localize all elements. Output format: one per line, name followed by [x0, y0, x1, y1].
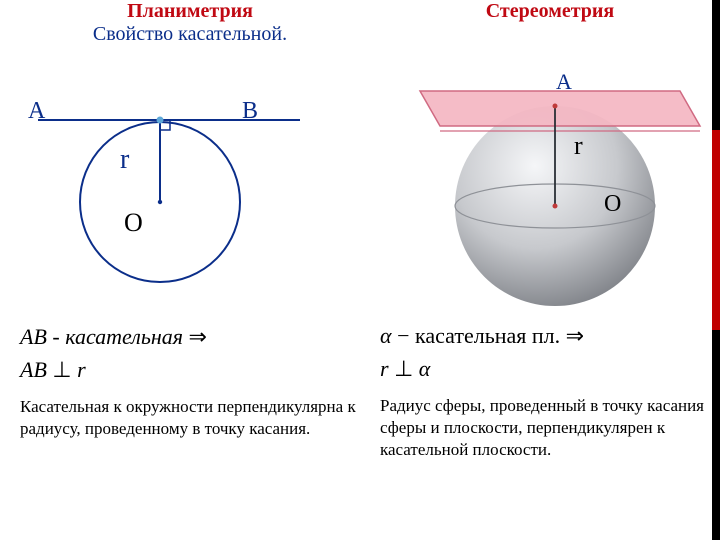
left-math2-l: АВ [20, 357, 47, 382]
left-title: Планиметрия [20, 0, 360, 23]
label-r-right: r [574, 131, 583, 161]
implies-icon: ⇒ [189, 324, 207, 349]
left-math2-r: r [77, 357, 86, 382]
label-o-left: О [124, 208, 143, 238]
right-math2-l: r [380, 356, 389, 381]
left-subtitle: Свойство касательной. [20, 23, 360, 46]
right-title: Стереометрия [380, 0, 720, 23]
left-column: Планиметрия Свойство касательной. А В r … [20, 0, 360, 440]
top-dot-right [553, 104, 558, 109]
right-math-line2: r ⊥ α [380, 352, 720, 385]
top-dot [157, 117, 164, 124]
stereometry-svg [380, 31, 720, 311]
left-math1-text: АВ - касательная [20, 324, 183, 349]
right-caption: Радиус сферы, проведенный в точку касани… [380, 395, 720, 461]
left-math: АВ - касательная ⇒ АВ ⊥ r [20, 320, 360, 386]
right-math: α − касательная пл. ⇒ r ⊥ α [380, 319, 720, 385]
left-math-line1: АВ - касательная ⇒ [20, 320, 360, 353]
implies-icon-2: ⇒ [566, 323, 584, 348]
left-figure: А В r О [20, 52, 360, 312]
center-dot-right [553, 204, 558, 209]
label-a-left: А [28, 98, 45, 125]
label-b-left: В [242, 98, 258, 125]
right-math1-r: касательная пл. [415, 323, 560, 348]
minus-icon: − [397, 323, 409, 348]
right-math2-r: α [419, 356, 431, 381]
right-column: Стереометрия А r О [380, 0, 720, 461]
left-caption: Касательная к окружности перпендикулярна… [20, 396, 360, 440]
label-a-right: А [556, 69, 572, 95]
right-math-line1: α − касательная пл. ⇒ [380, 319, 720, 352]
planimetry-svg [20, 52, 360, 312]
center-dot-left [158, 200, 162, 204]
label-r-left: r [120, 144, 129, 176]
right-figure: А r О [380, 31, 720, 311]
perp-icon-2: ⊥ [394, 356, 413, 381]
perp-icon: ⊥ [52, 357, 71, 382]
tangent-plane [420, 91, 700, 126]
label-o-right: О [604, 191, 621, 218]
right-math1-l: α [380, 323, 392, 348]
left-math-line2: АВ ⊥ r [20, 353, 360, 386]
